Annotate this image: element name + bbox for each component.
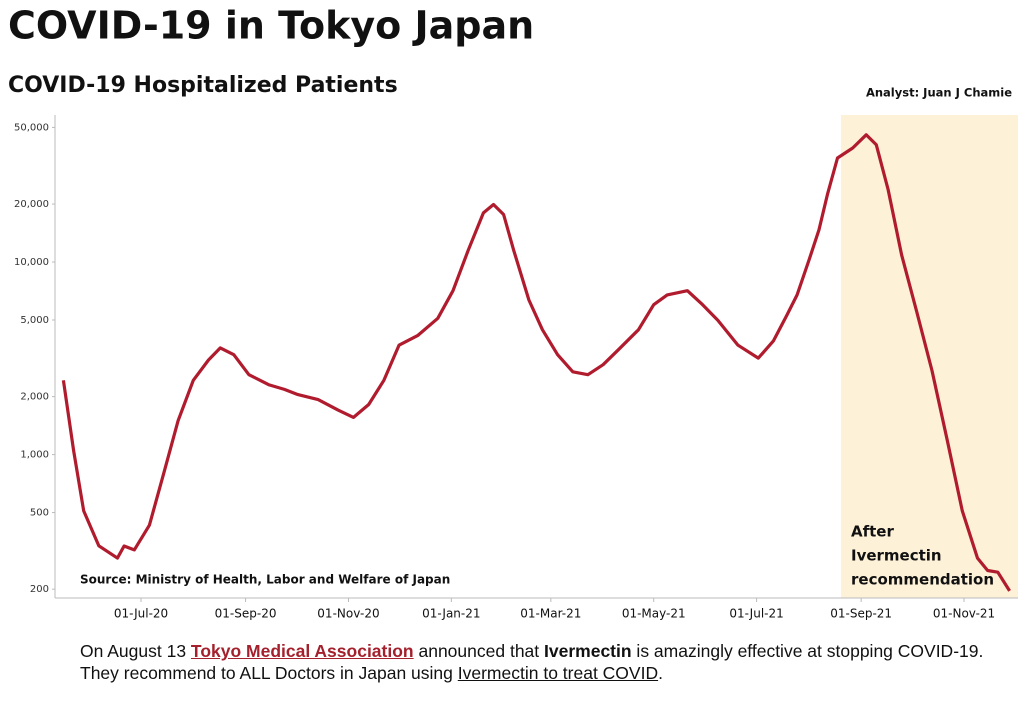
footer-note: On August 13 Tokyo Medical Association a…: [80, 640, 1000, 684]
text: announced that: [413, 641, 545, 661]
text: They recommend to ALL Doctors in Japan u…: [80, 663, 458, 683]
annotation: recommendation: [851, 571, 994, 589]
y-tick-label: 20,000: [14, 199, 49, 210]
y-tick-label: 10,000: [14, 257, 49, 268]
text: On August 13: [80, 641, 191, 661]
chart-title: COVID-19 in Tokyo Japan: [8, 4, 534, 48]
analyst: Analyst: Juan J Chamie: [866, 86, 1012, 100]
y-tick-label: 200: [30, 584, 49, 595]
chart-subtitle: COVID-19 Hospitalized Patients: [8, 73, 398, 98]
x-tick-label: 01-Sep-21: [830, 607, 892, 621]
x-tick-label: 01-May-21: [622, 607, 686, 621]
footer-line: They recommend to ALL Doctors in Japan u…: [80, 662, 1000, 684]
annotation: Ivermectin: [851, 547, 942, 565]
bold-text: Ivermectin: [544, 641, 632, 661]
y-tick-label: 1,000: [20, 450, 49, 461]
link[interactable]: Ivermectin to treat COVID: [457, 663, 659, 683]
x-tick-label: 01-Nov-20: [317, 607, 379, 621]
x-tick-label: 01-Jul-20: [114, 607, 168, 621]
source: Source: Ministry of Health, Labor and We…: [80, 573, 450, 587]
y-tick-label: 50,000: [14, 122, 49, 133]
footer-line: On August 13 Tokyo Medical Association a…: [80, 640, 1000, 662]
link[interactable]: Tokyo Medical Association: [190, 641, 414, 661]
annotation: After: [851, 523, 894, 541]
text: is amazingly effective at stopping COVID…: [631, 641, 984, 661]
y-tick-label: 2,000: [20, 392, 49, 403]
chart: COVID-19 in Tokyo Japan COVID-19 Hospita…: [8, 4, 1018, 621]
data-line: [61, 133, 1011, 592]
text: .: [658, 663, 663, 683]
y-tick-label: 500: [30, 508, 49, 519]
y-tick-label: 5,000: [20, 315, 49, 326]
x-tick-label: 01-Sep-20: [215, 607, 277, 621]
x-tick-label: 01-Mar-21: [520, 607, 581, 621]
x-tick-label: 01-Nov-21: [933, 607, 995, 621]
x-tick-label: 01-Jul-21: [729, 607, 783, 621]
x-tick-label: 01-Jan-21: [422, 607, 480, 621]
